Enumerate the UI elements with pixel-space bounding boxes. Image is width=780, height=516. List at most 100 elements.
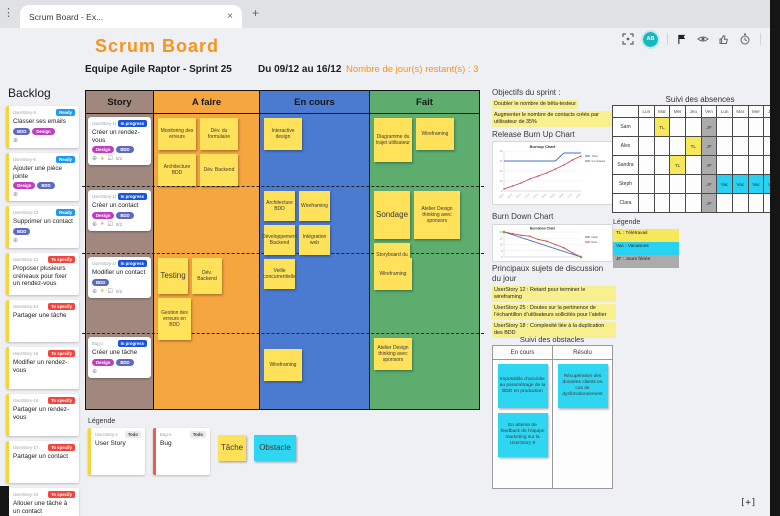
task-sticky[interactable]: Architecture BDD <box>158 154 196 186</box>
task-sticky[interactable]: Gestion des erreurs en BDD <box>158 298 191 340</box>
obstacles-title: Suivi des obstacles <box>519 335 585 344</box>
task-sticky[interactable]: Dév. Backend <box>192 258 222 294</box>
backlog-card[interactable]: UserStory-5 Ready Classer ses emails BDD D… <box>6 106 79 148</box>
tab-close-icon[interactable]: × <box>227 11 233 22</box>
task-sticky[interactable]: Interactive design <box>264 118 302 150</box>
card-id: UserStory-15 <box>13 351 39 357</box>
cell-fait-row2: Sondage Atelier Design thinking avec spon… <box>369 186 479 273</box>
card-id: UserStory-16 <box>13 398 39 404</box>
svg-text:17/12: 17/12 <box>567 193 573 199</box>
assignee-icon[interactable]: ⊕ <box>13 237 19 244</box>
card-id: UserStory-13 <box>13 257 39 263</box>
task-sticky[interactable]: Veille concurrentielle <box>263 259 296 289</box>
frame-tool-icon[interactable] <box>622 33 634 45</box>
card-title: Classer ses emails <box>13 118 66 125</box>
tag-design: Design <box>92 211 115 219</box>
svg-text:10/12: 10/12 <box>508 193 514 199</box>
backlog-card[interactable]: UserStory-12 Ready Supprimer un contact B… <box>6 206 79 249</box>
cell-fait-row3: Wireframing <box>369 253 479 333</box>
tag-design: Design <box>32 127 55 135</box>
legend-bug-card: Bug-x Todo Bug <box>153 428 210 475</box>
obstacle-sticky[interactable]: En attente de feedback de l’équipe marke… <box>497 413 548 457</box>
absence-cell <box>637 193 655 213</box>
absence-cell <box>747 117 765 137</box>
day-header: Mar <box>653 105 671 118</box>
discussion-item: UserStory 18 : Complexité liée à la dupl… <box>492 322 616 339</box>
browser-tab[interactable]: Scrum Board - Ex... × <box>20 5 242 28</box>
task-sticky[interactable]: Architecture BDD <box>264 191 295 221</box>
backlog-card[interactable]: UserStory-6 Ready Ajouter une pièce joint… <box>6 153 79 202</box>
task-sticky[interactable]: Wireframing <box>416 118 454 150</box>
thumbs-up-icon[interactable] <box>718 33 730 45</box>
backlog-panel: Backlog UserStory-5 Ready Classer ses ema… <box>6 86 79 516</box>
sprint-dates-label: Du 09/12 au 16/12 <box>258 64 342 75</box>
task-sticky[interactable]: Diagramme du trajet utilisateur <box>374 118 412 162</box>
story-cell: Bug-2 In progress Créer une tâche Design B… <box>88 337 151 378</box>
assignee-icon[interactable]: ⊕ <box>92 288 98 295</box>
obstacles-resolu-list: Récupération des données clients en cas … <box>553 360 612 488</box>
tag-bdd: BDD <box>116 211 134 219</box>
card-id: UserStory-11 <box>92 194 116 199</box>
absence-cell: TL <box>685 136 702 156</box>
task-sticky[interactable]: Intégration web <box>299 225 330 255</box>
backlog-card[interactable]: UserStory-24 To specify Allouer une tâche… <box>6 488 79 516</box>
card-id: UserStory-x <box>95 432 118 437</box>
absence-cell <box>637 174 655 194</box>
absence-cell <box>637 155 655 175</box>
backlog-card[interactable]: UserStory-13 To specify Proposer plusieur… <box>6 253 79 296</box>
absence-cell <box>653 174 671 194</box>
task-sticky[interactable]: Wireframing <box>299 191 330 221</box>
task-sticky[interactable]: Sondage <box>374 191 410 239</box>
browser-menu-icon[interactable]: ⋮ <box>3 7 14 19</box>
laser-pointer-icon[interactable] <box>677 34 688 45</box>
task-sticky[interactable]: Dév. du formulaire <box>200 118 238 150</box>
assignee-icon[interactable]: ⊕ <box>92 368 98 375</box>
task-sticky[interactable]: Wireframing <box>374 258 412 290</box>
absence-cell: JF <box>700 193 718 213</box>
task-sticky[interactable]: Testing <box>158 258 188 294</box>
status-badge: In progress <box>117 193 147 200</box>
assignee-icon[interactable]: ⊕ <box>92 221 98 228</box>
obstacle-sticky[interactable]: Impossible d’accéder au paramétrage de l… <box>497 364 548 408</box>
burnup-heading: Release Burn Up Chart <box>492 130 575 139</box>
backlog-card[interactable]: UserStory-15 To specify Modifier un rende… <box>6 347 79 390</box>
svg-text:16/12: 16/12 <box>559 193 565 199</box>
column-header-a-faire: A faire <box>154 91 259 114</box>
absence-cell <box>716 117 733 137</box>
tag-bdd: BDD <box>13 227 31 235</box>
timer-icon[interactable] <box>739 33 751 45</box>
absence-cell <box>747 193 765 213</box>
tag-design: Design <box>92 358 115 366</box>
task-sticky[interactable]: Monitoring des erreurs <box>158 118 196 150</box>
task-sticky[interactable]: Dév. Backend <box>200 154 238 186</box>
column-header-story: Story <box>86 91 153 114</box>
task-sticky[interactable]: Développement Backend <box>262 225 297 255</box>
backlog-card[interactable]: UserStory-16 To specify Partager un rende… <box>6 394 79 437</box>
avatar[interactable]: AB <box>641 29 660 49</box>
new-tab-button[interactable]: + <box>252 6 260 20</box>
absence-cell: JF <box>700 117 718 137</box>
story-card[interactable]: Bug-2 In progress Créer une tâche Design B… <box>88 337 151 378</box>
card-id: Bug-2 <box>92 341 104 346</box>
eye-icon[interactable] <box>697 33 709 45</box>
assignee-icon[interactable]: ⊕ <box>92 156 98 163</box>
assignee-icon[interactable]: ⊕ <box>13 192 19 199</box>
backlog-card[interactable]: UserStory-17 To specify Partager un conta… <box>6 441 79 484</box>
fit-view-icon[interactable]: [+] <box>740 498 757 508</box>
story-card[interactable]: UserStory-11 In progress Créer un contact… <box>88 190 151 231</box>
assignee-icon[interactable]: ⊕ <box>13 137 19 144</box>
burnup-chart-frame: Burnup Chart 0 10 20 30 40 Total Completed 09/12… <box>492 141 613 205</box>
backlog-card[interactable]: UserStory-14 To specify Partager une tâch… <box>6 300 79 343</box>
story-card[interactable]: UserStory-10 In progress Créer un rendez-… <box>88 117 151 166</box>
task-sticky[interactable]: Wireframing <box>264 349 302 381</box>
task-sticky[interactable]: Atelier Design thinking avec sponsors <box>414 191 460 239</box>
story-card[interactable]: UserStory-19 In progress Modifier un cont… <box>88 257 151 298</box>
task-sticky[interactable]: Atelier Design thinking avec sponsors <box>374 338 412 370</box>
svg-text:18/12: 18/12 <box>576 193 582 199</box>
absence-cell <box>685 155 702 175</box>
day-header: Lun <box>716 105 733 118</box>
card-id: UserStory-24 <box>13 492 39 498</box>
obstacle-sticky[interactable]: Récupération des données clients en cas … <box>557 364 608 408</box>
days-remaining-label: Nombre de jour(s) restant(s) : 3 <box>346 64 479 75</box>
